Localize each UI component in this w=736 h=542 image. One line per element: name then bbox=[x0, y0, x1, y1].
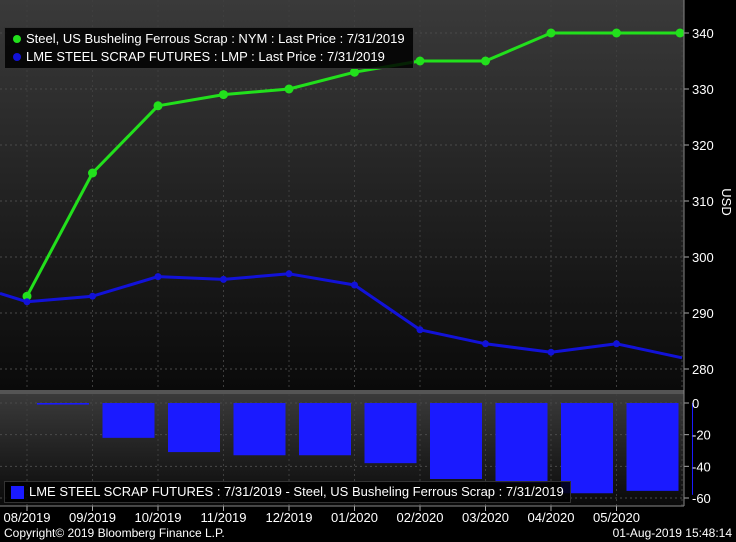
green-series-point bbox=[153, 101, 163, 111]
spread-bar bbox=[102, 403, 155, 438]
blue-series-point bbox=[482, 340, 489, 348]
price-lines bbox=[0, 28, 685, 360]
top-y-tick-label: 340 bbox=[692, 26, 714, 41]
x-tick-label: 03/2020 bbox=[462, 510, 509, 525]
x-tick-label: 09/2019 bbox=[69, 510, 116, 525]
spread-bar bbox=[233, 403, 286, 456]
blue-series-point bbox=[285, 270, 293, 278]
spread-bar bbox=[626, 403, 679, 491]
legend-item-blue: LME STEEL SCRAP FUTURES : LMP : Last Pri… bbox=[13, 48, 405, 66]
x-tick-label: 04/2020 bbox=[528, 510, 575, 525]
blue-series-point bbox=[416, 326, 424, 334]
green-series-point bbox=[22, 291, 32, 301]
spread-bar bbox=[299, 403, 351, 456]
legend-item-green: Steel, US Busheling Ferrous Scrap : NYM … bbox=[13, 30, 405, 48]
y-axis-label: USD bbox=[719, 188, 734, 215]
green-series-point bbox=[675, 28, 685, 38]
top-y-tick-label: 290 bbox=[692, 306, 714, 321]
top-y-axis: 280 290 300 310 320 330 340 bbox=[684, 26, 714, 377]
top-y-tick-label: 300 bbox=[692, 250, 714, 265]
spread-bar bbox=[37, 403, 89, 405]
blue-series-point bbox=[220, 275, 227, 283]
green-series-point bbox=[481, 56, 490, 66]
x-axis: 08/2019 09/2019 10/2019 11/2019 12/2019 01/20… bbox=[0, 505, 684, 525]
timestamp-text: 01-Aug-2019 15:48:14 bbox=[612, 526, 732, 540]
blue-series-point bbox=[89, 292, 96, 300]
legend-item-spread: LME STEEL SCRAP FUTURES : 7/31/2019 - St… bbox=[11, 483, 564, 501]
green-series-point bbox=[219, 90, 228, 100]
green-series-point bbox=[546, 28, 556, 38]
blue-series-line bbox=[0, 272, 683, 360]
copyright-text: Copyright© 2019 Bloomberg Finance L.P. bbox=[4, 526, 225, 540]
spread-bar bbox=[561, 403, 613, 494]
blue-square-icon bbox=[11, 485, 24, 499]
blue-dot-icon bbox=[13, 53, 21, 61]
legend-label-spread: LME STEEL SCRAP FUTURES : 7/31/2019 - St… bbox=[29, 484, 564, 499]
top-y-tick-label: 320 bbox=[692, 138, 714, 153]
bottom-y-tick-label: -20 bbox=[692, 428, 711, 443]
legend-label-blue: LME STEEL SCRAP FUTURES : LMP : Last Pri… bbox=[26, 49, 385, 64]
x-tick-label: 11/2019 bbox=[200, 510, 246, 525]
bottom-y-tick-label: -40 bbox=[692, 459, 711, 474]
spread-bars bbox=[37, 403, 693, 495]
blue-series-point bbox=[351, 281, 358, 289]
spread-bar bbox=[168, 403, 220, 453]
blue-series-point bbox=[613, 340, 620, 348]
spread-bar bbox=[430, 403, 482, 479]
blue-series-point bbox=[547, 348, 555, 356]
top-y-tick-label: 280 bbox=[692, 362, 714, 377]
x-tick-label: 10/2019 bbox=[135, 510, 182, 525]
bottom-y-tick-label: -60 bbox=[692, 491, 711, 506]
blue-series-point bbox=[154, 273, 162, 281]
green-series-point bbox=[612, 28, 621, 38]
green-dot-icon bbox=[13, 35, 21, 43]
legend-label-green: Steel, US Busheling Ferrous Scrap : NYM … bbox=[26, 31, 405, 46]
bottom-y-tick-label: 0 bbox=[692, 396, 699, 411]
x-tick-label: 01/2020 bbox=[331, 510, 378, 525]
spread-bar bbox=[495, 403, 548, 483]
x-tick-label: 08/2019 bbox=[4, 510, 51, 525]
top-y-tick-label: 330 bbox=[692, 82, 714, 97]
panel-separator bbox=[0, 390, 684, 394]
x-tick-label: 05/2020 bbox=[593, 510, 640, 525]
bottom-legend: LME STEEL SCRAP FUTURES : 7/31/2019 - St… bbox=[4, 481, 571, 503]
green-series-point bbox=[284, 84, 294, 94]
bottom-y-axis: 0 -20 -40 -60 bbox=[684, 396, 711, 506]
x-tick-label: 12/2019 bbox=[266, 510, 313, 525]
spread-bar bbox=[364, 403, 417, 464]
green-series-point bbox=[88, 168, 97, 178]
green-series-point bbox=[350, 67, 359, 77]
blue-series-point bbox=[23, 298, 31, 306]
top-legend: Steel, US Busheling Ferrous Scrap : NYM … bbox=[4, 27, 414, 69]
x-tick-label: 02/2020 bbox=[397, 510, 444, 525]
spread-bar bbox=[692, 403, 693, 495]
top-y-tick-label: 310 bbox=[692, 194, 714, 209]
green-series-point bbox=[415, 56, 425, 66]
